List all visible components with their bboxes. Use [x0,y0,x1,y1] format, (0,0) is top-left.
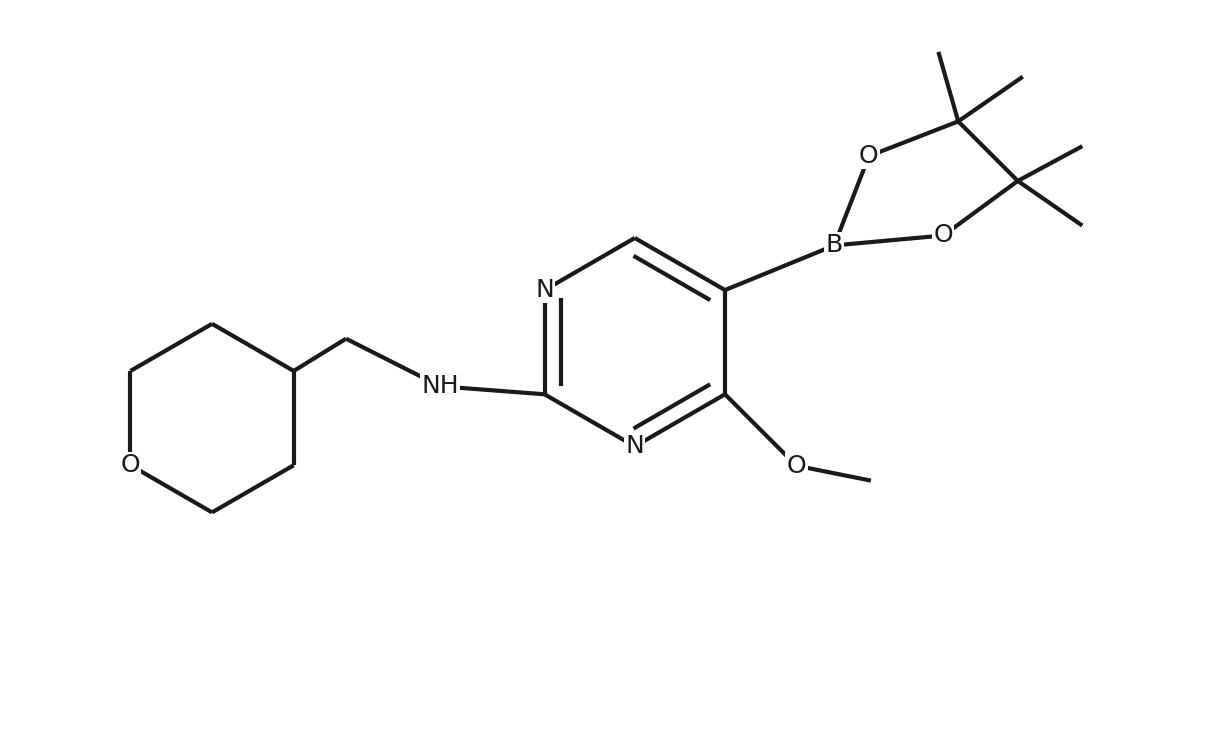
Text: N: N [625,434,644,458]
Text: O: O [121,453,141,477]
Text: NH: NH [422,374,459,398]
Text: O: O [859,144,879,168]
Text: O: O [787,454,806,478]
Text: B: B [825,234,842,258]
Text: O: O [933,223,953,247]
Text: N: N [536,278,554,302]
